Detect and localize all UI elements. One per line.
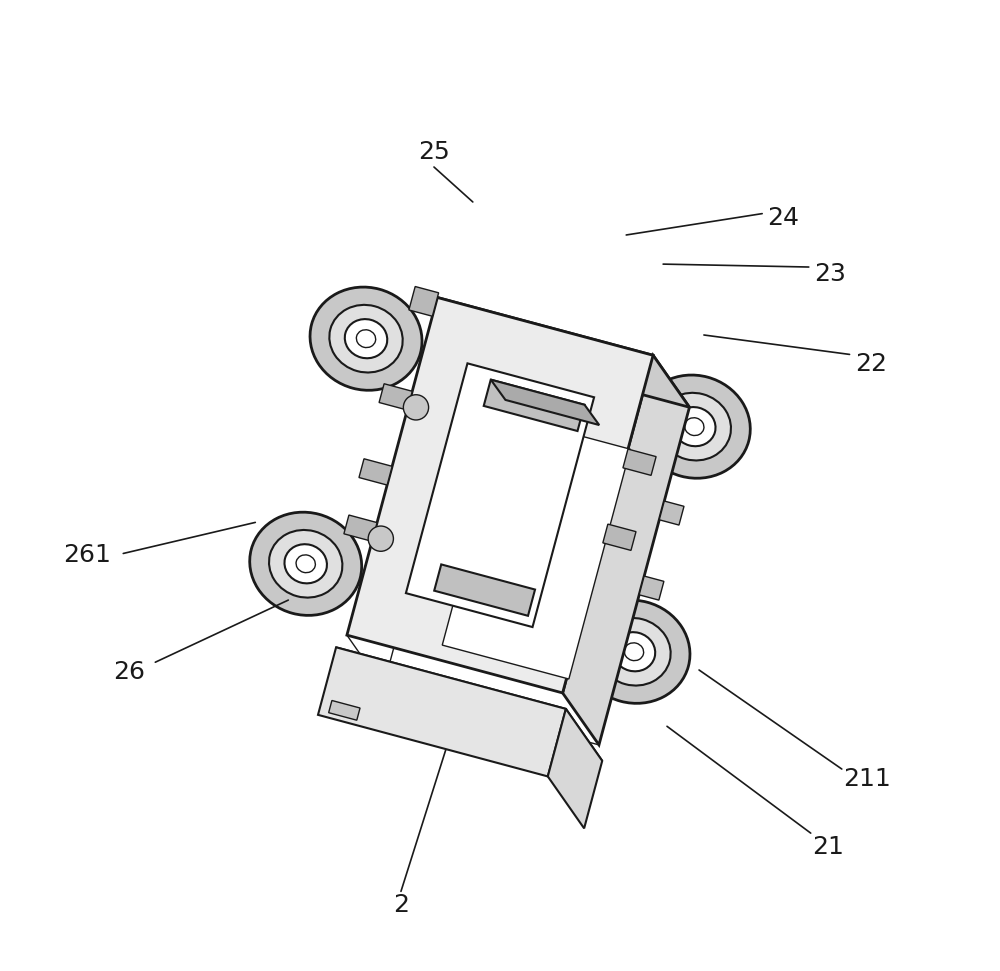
Polygon shape (548, 709, 602, 828)
Ellipse shape (685, 418, 704, 436)
Polygon shape (603, 524, 636, 551)
Ellipse shape (638, 375, 750, 479)
Polygon shape (336, 648, 602, 761)
Text: 23: 23 (814, 262, 846, 285)
Text: 25: 25 (418, 141, 450, 164)
Ellipse shape (284, 544, 327, 584)
Text: 261: 261 (63, 544, 111, 567)
Text: 24: 24 (768, 207, 800, 230)
Polygon shape (406, 363, 594, 627)
Text: 26: 26 (113, 660, 145, 684)
Polygon shape (563, 355, 689, 745)
Ellipse shape (345, 319, 387, 358)
Ellipse shape (658, 393, 731, 460)
Circle shape (403, 395, 429, 420)
Ellipse shape (250, 512, 362, 616)
Polygon shape (434, 564, 535, 616)
Polygon shape (409, 286, 439, 317)
Ellipse shape (310, 287, 422, 390)
Polygon shape (639, 576, 664, 600)
Ellipse shape (673, 407, 716, 447)
Text: 211: 211 (843, 767, 891, 790)
Polygon shape (347, 297, 653, 693)
Ellipse shape (269, 530, 342, 597)
Polygon shape (659, 501, 684, 525)
Polygon shape (484, 380, 585, 431)
Polygon shape (623, 449, 656, 476)
Ellipse shape (356, 330, 376, 348)
Polygon shape (329, 700, 360, 720)
Polygon shape (442, 416, 630, 679)
Text: 21: 21 (812, 835, 844, 858)
Polygon shape (318, 648, 566, 777)
Polygon shape (491, 380, 599, 425)
Polygon shape (359, 458, 392, 486)
Polygon shape (379, 384, 412, 410)
Ellipse shape (624, 643, 644, 660)
Text: 2: 2 (393, 893, 409, 917)
Ellipse shape (597, 618, 671, 686)
Ellipse shape (296, 554, 315, 573)
Text: 22: 22 (855, 352, 887, 376)
Circle shape (368, 526, 393, 552)
Ellipse shape (613, 632, 655, 671)
Polygon shape (437, 297, 689, 407)
Ellipse shape (578, 600, 690, 703)
Polygon shape (344, 515, 377, 542)
Ellipse shape (329, 305, 403, 373)
